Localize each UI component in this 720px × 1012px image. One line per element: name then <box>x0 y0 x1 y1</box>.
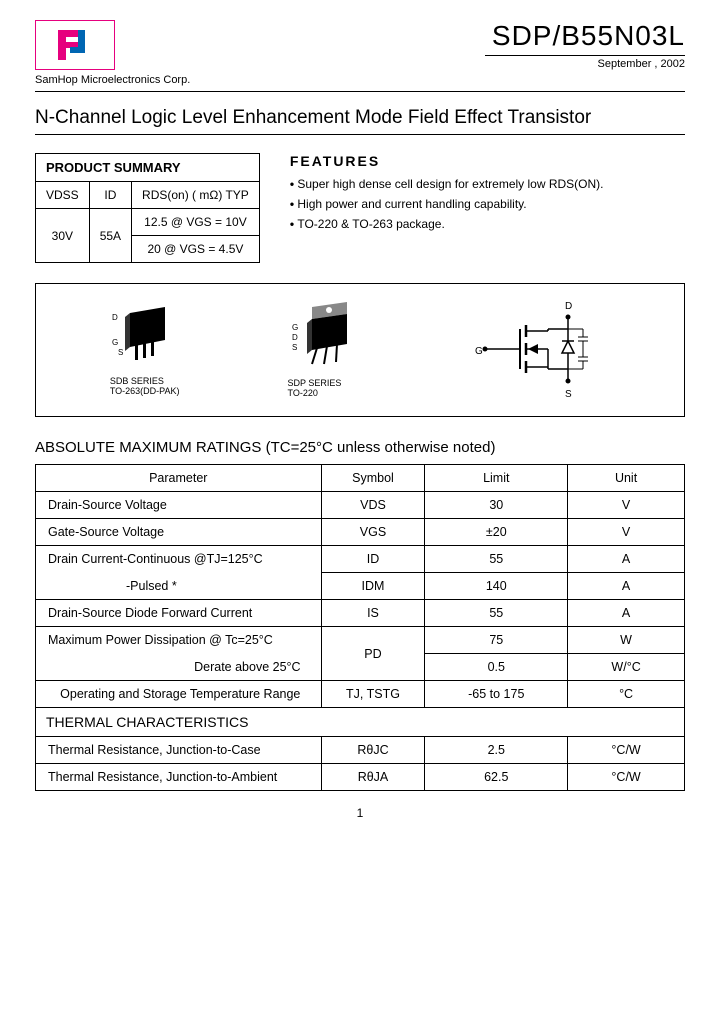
svg-text:S: S <box>565 389 572 399</box>
summary-rds1: 12.5 @ VGS = 10V <box>132 209 260 236</box>
svg-text:G: G <box>112 338 118 347</box>
company-name: SamHop Microelectronics Corp. <box>35 74 190 86</box>
svg-text:G: G <box>475 346 483 357</box>
mosfet-symbol: D G S <box>470 299 610 401</box>
svg-text:D: D <box>565 301 572 312</box>
table-row: Gate-Source Voltage VGS ±20 V <box>36 519 685 546</box>
ratings-hdr-unit: Unit <box>568 465 685 492</box>
svg-text:S: S <box>118 348 123 357</box>
title-area: SDP/B55N03L September , 2002 <box>485 20 685 70</box>
product-summary-table: PRODUCT SUMMARY VDSS ID RDS(on) ( mΩ) TY… <box>35 153 260 263</box>
title-divider <box>35 134 685 135</box>
table-row: -Pulsed * IDM 140 A <box>36 573 685 600</box>
ratings-table: Parameter Symbol Limit Unit Drain-Source… <box>35 464 685 791</box>
sdb-name: SDB SERIES <box>110 376 180 386</box>
ratings-hdr-symbol: Symbol <box>321 465 425 492</box>
table-row: Drain-Source Diode Forward Current IS 55… <box>36 600 685 627</box>
mosfet-schematic-icon: D G S <box>470 299 610 399</box>
table-row: Thermal Resistance, Junction-to-Case RθJ… <box>36 737 685 764</box>
sdp-name: SDP SERIES <box>287 378 362 388</box>
logo-icon <box>35 20 115 70</box>
to263-icon: D G S <box>110 305 180 370</box>
header-divider <box>35 91 685 92</box>
package-sdb: D G S SDB SERIES TO-263(DD-PAK) <box>110 305 180 396</box>
svg-text:G: G <box>292 323 298 332</box>
top-section: PRODUCT SUMMARY VDSS ID RDS(on) ( mΩ) TY… <box>35 153 685 263</box>
package-sdp: G D S SDP SERIES TO-220 <box>287 302 362 398</box>
features-title: FEATURES <box>290 153 685 169</box>
feature-item: TO-220 & TO-263 package. <box>290 217 685 231</box>
ratings-hdr-limit: Limit <box>425 465 568 492</box>
date: September , 2002 <box>485 55 685 70</box>
summary-col2: ID <box>89 182 131 209</box>
part-number: SDP/B55N03L <box>485 20 685 52</box>
feature-item: Super high dense cell design for extreme… <box>290 177 685 191</box>
page-number: 1 <box>35 806 685 820</box>
svg-text:S: S <box>292 343 297 352</box>
logo-area: SamHop Microelectronics Corp. <box>35 20 190 86</box>
sdb-pkg: TO-263(DD-PAK) <box>110 386 180 396</box>
to220-icon: G D S <box>287 302 362 372</box>
table-row: Maximum Power Dissipation @ Tc=25°C PD 7… <box>36 627 685 654</box>
table-row: Drain Current-Continuous @TJ=125°C ID 55… <box>36 546 685 573</box>
header: SamHop Microelectronics Corp. SDP/B55N03… <box>35 20 685 86</box>
ratings-hdr-param: Parameter <box>36 465 322 492</box>
sdp-pkg: TO-220 <box>287 388 362 398</box>
table-row: Drain-Source Voltage VDS 30 V <box>36 492 685 519</box>
table-row: Thermal Resistance, Junction-to-Ambient … <box>36 764 685 791</box>
feature-item: High power and current handling capabili… <box>290 197 685 211</box>
summary-col1: VDSS <box>36 182 90 209</box>
features-section: FEATURES Super high dense cell design fo… <box>290 153 685 263</box>
svg-text:D: D <box>292 333 298 342</box>
svg-text:D: D <box>112 313 118 322</box>
ratings-title: ABSOLUTE MAXIMUM RATINGS (TC=25°C unless… <box>35 439 685 456</box>
summary-col3: RDS(on) ( mΩ) TYP <box>132 182 260 209</box>
thermal-title: THERMAL CHARACTERISTICS <box>36 708 685 737</box>
summary-rds2: 20 @ VGS = 4.5V <box>132 236 260 263</box>
summary-vdss: 30V <box>36 209 90 263</box>
package-diagram-box: D G S SDB SERIES TO-263(DD-PAK) G D S SD… <box>35 283 685 417</box>
summary-id: 55A <box>89 209 131 263</box>
summary-title: PRODUCT SUMMARY <box>36 154 260 182</box>
main-title: N-Channel Logic Level Enhancement Mode F… <box>35 107 685 129</box>
table-row: Operating and Storage Temperature Range … <box>36 681 685 708</box>
